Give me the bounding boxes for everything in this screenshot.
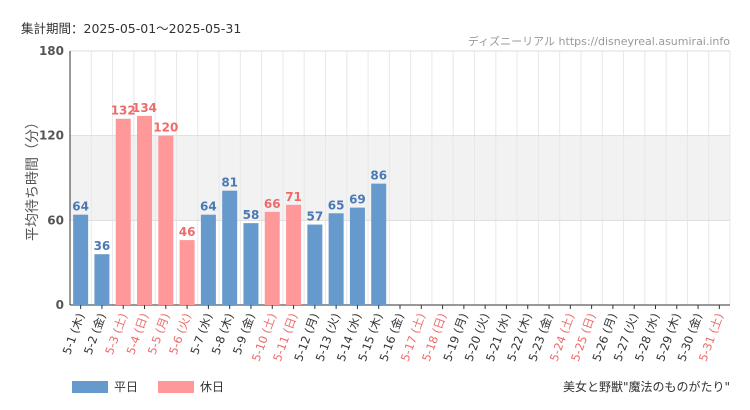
- value-label: 58: [243, 208, 260, 222]
- legend: 平日 休日: [72, 378, 244, 395]
- bar: [243, 223, 259, 305]
- bar: [94, 254, 110, 305]
- value-label: 46: [179, 225, 196, 239]
- legend-weekday: 平日: [72, 378, 138, 395]
- value-label: 64: [72, 200, 89, 214]
- grid-band: [70, 135, 730, 221]
- value-label: 57: [306, 210, 323, 224]
- bar: [158, 135, 174, 305]
- legend-weekday-label: 平日: [114, 380, 139, 394]
- legend-holiday-swatch: [158, 380, 195, 393]
- bar: [115, 118, 131, 305]
- value-label: 64: [200, 200, 217, 214]
- bar: [73, 214, 89, 305]
- attraction-name: 美女と野獣"魔法のものがたり": [562, 380, 730, 394]
- value-label: 71: [285, 190, 302, 204]
- bar: [371, 183, 387, 305]
- value-label: 86: [370, 169, 387, 183]
- y-tick-label: 60: [47, 213, 64, 227]
- period-label: 集計期間：2025-05-01〜2025-05-31: [21, 21, 242, 36]
- bar: [264, 211, 280, 305]
- value-label: 81: [221, 176, 238, 190]
- value-label: 66: [264, 197, 281, 211]
- bar: [200, 214, 216, 305]
- y-tick-label: 120: [39, 129, 64, 143]
- bar: [179, 240, 195, 305]
- bar: [307, 224, 323, 305]
- value-label: 36: [94, 239, 111, 253]
- value-label: 134: [132, 101, 157, 115]
- value-label: 65: [328, 198, 345, 212]
- value-label: 120: [153, 121, 178, 135]
- bar: [137, 115, 153, 306]
- legend-weekday-swatch: [72, 380, 108, 393]
- bar: [328, 213, 344, 305]
- value-label: 69: [349, 193, 366, 207]
- bar: [349, 207, 365, 305]
- value-label: 132: [111, 104, 136, 118]
- legend-holiday-label: 休日: [200, 380, 225, 394]
- bar: [286, 204, 302, 305]
- bar: [222, 190, 238, 305]
- y-tick-label: 180: [39, 44, 64, 58]
- y-tick-label: 0: [56, 298, 64, 312]
- legend-holiday: 休日: [158, 378, 224, 395]
- y-axis-title: 平均待ち時間（分）: [25, 115, 41, 241]
- source-label: ディズニーリアル https://disneyreal.asumirai.inf…: [467, 35, 730, 48]
